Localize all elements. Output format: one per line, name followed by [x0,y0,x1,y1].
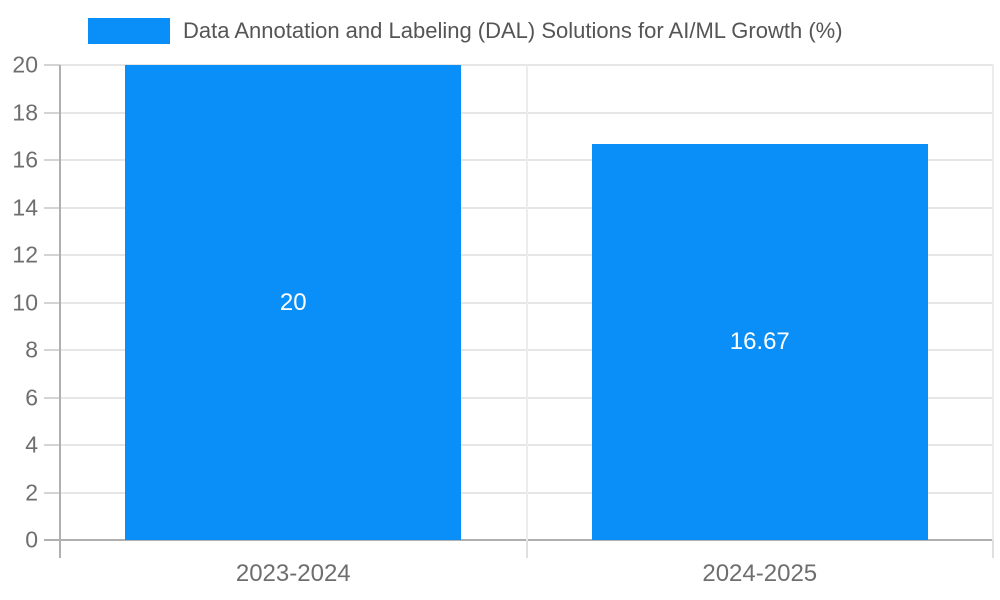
gridline-vertical [525,65,528,540]
y-axis-tick [44,301,60,304]
y-axis-tick [44,396,60,399]
legend-swatch [88,18,170,44]
y-axis-label: 0 [25,526,38,553]
y-axis-label: 8 [25,336,38,363]
y-axis-tick [44,349,60,351]
y-axis-label: 20 [12,51,38,78]
x-axis-label: 2024-2025 [702,560,818,587]
y-axis-tick [44,206,60,209]
y-axis-tick [44,111,60,114]
y-axis-label: 10 [12,289,38,315]
y-axis-label: 12 [12,241,38,268]
y-axis-label: 14 [12,194,38,220]
legend: Data Annotation and Labeling (DAL) Solut… [88,18,843,44]
bar-value-label: 16.67 [729,328,790,356]
y-axis-tick [44,491,60,494]
y-axis-tick [44,444,60,446]
y-axis-tick [44,254,60,256]
y-axis-tick [44,64,60,66]
y-axis-label: 16 [12,146,38,173]
x-axis-tick [992,540,994,558]
bar [125,65,462,540]
bar-value-label: 20 [279,288,307,316]
y-axis-label: 4 [25,431,38,458]
y-axis-tick [44,159,60,161]
gridline-vertical [992,65,994,540]
bar [591,144,928,540]
y-axis-label: 6 [25,384,38,410]
y-axis-label: 2 [25,479,38,505]
x-axis-label: 2023-2024 [235,560,351,587]
x-axis-tick [525,540,528,558]
y-axis-line [59,65,61,558]
y-axis-tick [44,539,60,541]
y-axis-label: 18 [12,99,38,125]
legend-label: Data Annotation and Labeling (DAL) Solut… [183,18,843,43]
